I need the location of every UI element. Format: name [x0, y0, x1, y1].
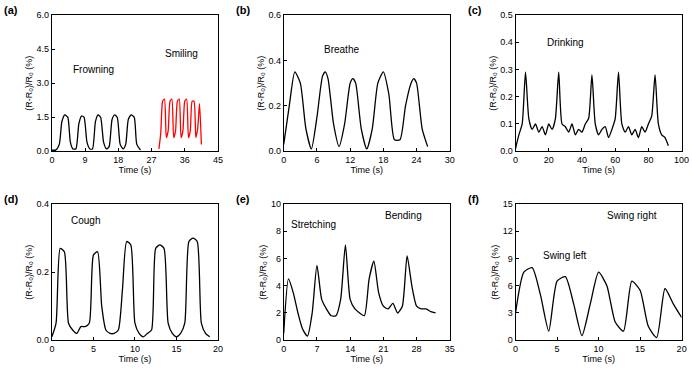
svg-text:10: 10	[271, 199, 281, 209]
svg-text:Time (s): Time (s)	[582, 165, 615, 175]
svg-text:5: 5	[555, 344, 560, 354]
svg-text:3.0: 3.0	[37, 78, 50, 88]
svg-text:(d): (d)	[4, 193, 18, 205]
svg-text:80: 80	[643, 155, 653, 165]
svg-text:6: 6	[508, 281, 513, 291]
svg-text:20: 20	[213, 344, 223, 354]
svg-text:0: 0	[508, 335, 513, 345]
svg-text:0.2: 0.2	[500, 92, 513, 102]
svg-text:Time (s): Time (s)	[119, 165, 152, 175]
svg-text:0: 0	[513, 344, 518, 354]
svg-text:7: 7	[314, 344, 319, 354]
svg-text:(R-R₀)/R₀ (%): (R-R₀)/R₀ (%)	[24, 56, 34, 111]
svg-text:10: 10	[130, 344, 140, 354]
svg-text:0.4: 0.4	[268, 56, 281, 66]
svg-text:14: 14	[345, 344, 355, 354]
svg-text:0.0: 0.0	[37, 146, 50, 156]
svg-text:18: 18	[113, 155, 123, 165]
svg-text:0.0: 0.0	[37, 335, 50, 345]
svg-text:0.2: 0.2	[268, 101, 281, 111]
svg-text:18: 18	[378, 155, 388, 165]
svg-text:10: 10	[594, 344, 604, 354]
svg-text:5: 5	[91, 344, 96, 354]
svg-text:27: 27	[147, 155, 157, 165]
svg-text:20: 20	[677, 344, 687, 354]
svg-text:Swing right: Swing right	[607, 210, 657, 221]
svg-text:Cough: Cough	[71, 215, 100, 226]
svg-text:(b): (b)	[236, 4, 250, 16]
svg-text:0.0: 0.0	[500, 146, 513, 156]
svg-text:(R-R₀)/R₀ (%): (R-R₀)/R₀ (%)	[258, 245, 268, 300]
svg-text:0.1: 0.1	[500, 119, 513, 129]
svg-text:Swing left: Swing left	[543, 250, 587, 261]
svg-text:0: 0	[49, 344, 54, 354]
svg-text:0.3: 0.3	[500, 65, 513, 75]
svg-text:40: 40	[577, 155, 587, 165]
svg-text:Time (s): Time (s)	[350, 354, 383, 364]
svg-text:0.4: 0.4	[37, 199, 50, 209]
svg-text:30: 30	[445, 155, 455, 165]
svg-text:6: 6	[276, 254, 281, 264]
svg-text:0: 0	[513, 155, 518, 165]
svg-text:4: 4	[276, 281, 281, 291]
svg-text:Stretching: Stretching	[291, 219, 336, 230]
svg-text:0.4: 0.4	[500, 37, 513, 47]
svg-text:Time (s): Time (s)	[582, 354, 615, 364]
svg-text:(R-R₀)/R₀ (%): (R-R₀)/R₀ (%)	[256, 56, 266, 111]
svg-text:2: 2	[276, 308, 281, 318]
svg-text:100: 100	[674, 155, 689, 165]
svg-text:0.2: 0.2	[37, 267, 50, 277]
svg-text:0.6: 0.6	[268, 10, 281, 20]
svg-text:3: 3	[508, 308, 513, 318]
svg-text:(R-R₀)/R₀ (%): (R-R₀)/R₀ (%)	[488, 56, 498, 111]
svg-text:15: 15	[171, 344, 181, 354]
svg-text:0.5: 0.5	[500, 10, 513, 20]
svg-text:0.0: 0.0	[268, 146, 281, 156]
svg-text:(c): (c)	[468, 4, 482, 16]
svg-text:8: 8	[276, 226, 281, 236]
svg-text:0: 0	[281, 344, 286, 354]
svg-text:12: 12	[345, 155, 355, 165]
svg-text:(a): (a)	[4, 4, 18, 16]
svg-text:Frowning: Frowning	[73, 64, 114, 75]
svg-text:36: 36	[180, 155, 190, 165]
svg-text:0: 0	[276, 335, 281, 345]
svg-text:45: 45	[213, 155, 223, 165]
svg-text:12: 12	[503, 226, 513, 236]
svg-text:6: 6	[314, 155, 319, 165]
svg-text:Bending: Bending	[385, 210, 422, 221]
svg-text:4.5: 4.5	[37, 44, 50, 54]
svg-text:24: 24	[412, 155, 422, 165]
svg-text:(R-R₀)/R₀ (%): (R-R₀)/R₀ (%)	[24, 245, 34, 300]
svg-text:20: 20	[544, 155, 554, 165]
svg-text:28: 28	[412, 344, 422, 354]
svg-text:35: 35	[445, 344, 455, 354]
svg-text:21: 21	[378, 344, 388, 354]
svg-text:6.0: 6.0	[37, 10, 50, 20]
svg-text:(e): (e)	[236, 193, 250, 205]
svg-text:0: 0	[49, 155, 54, 165]
svg-text:0: 0	[281, 155, 286, 165]
svg-text:15: 15	[503, 199, 513, 209]
svg-text:9: 9	[83, 155, 88, 165]
svg-text:Drinking: Drinking	[547, 37, 584, 48]
svg-text:Smiling: Smiling	[165, 48, 198, 59]
svg-text:(R-R₀)/R₀ (%): (R-R₀)/R₀ (%)	[490, 245, 500, 300]
svg-text:(f): (f)	[468, 193, 479, 205]
svg-text:9: 9	[508, 254, 513, 264]
svg-text:Time (s): Time (s)	[119, 354, 152, 364]
svg-text:Breathe: Breathe	[324, 44, 359, 55]
svg-text:60: 60	[610, 155, 620, 165]
svg-text:15: 15	[635, 344, 645, 354]
svg-text:1.5: 1.5	[37, 112, 50, 122]
svg-text:Time (s): Time (s)	[350, 165, 383, 175]
